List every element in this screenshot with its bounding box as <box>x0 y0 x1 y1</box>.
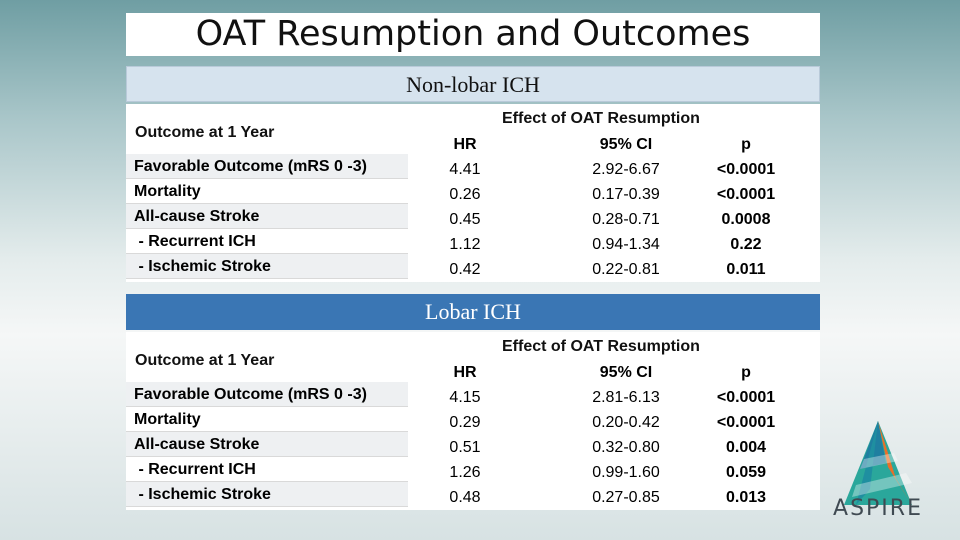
hr-value: 0.48 <box>449 489 481 506</box>
ci-column: 95% CI 2.81-6.13 0.20-0.42 0.32-0.80 0.9… <box>536 360 716 510</box>
hr-value: 0.42 <box>449 261 481 278</box>
outcome-label: All-cause Stroke <box>126 432 408 457</box>
aspire-logo-icon <box>844 421 912 505</box>
p-header: p <box>741 136 751 153</box>
results-table-lobar: Outcome at 1 Year Favorable Outcome (mRS… <box>126 332 820 510</box>
ci-value: 0.32-0.80 <box>592 439 660 456</box>
section-header-lobar: Lobar ICH <box>126 294 820 330</box>
ci-header: 95% CI <box>599 136 653 153</box>
hr-value: 0.29 <box>449 414 481 431</box>
p-value: <0.0001 <box>716 186 776 203</box>
hr-value: 1.12 <box>449 236 481 253</box>
effect-header: Effect of OAT Resumption <box>502 110 700 127</box>
outcome-label: Favorable Outcome (mRS 0 -3) <box>126 154 408 179</box>
outcome-label: - Ischemic Stroke <box>126 254 408 279</box>
p-value: <0.0001 <box>716 414 776 431</box>
hr-column: HR 4.15 0.29 0.51 1.26 0.48 <box>426 360 504 510</box>
ci-header: 95% CI <box>599 364 653 381</box>
ci-value: 2.92-6.67 <box>592 161 660 178</box>
hr-column: HR 4.41 0.26 0.45 1.12 0.42 <box>426 132 504 282</box>
p-value: <0.0001 <box>716 389 776 406</box>
hr-value: 0.26 <box>449 186 481 203</box>
ci-value: 0.28-0.71 <box>592 211 660 228</box>
logo-text: ASPIRE <box>833 496 923 521</box>
ci-column: 95% CI 2.92-6.67 0.17-0.39 0.28-0.71 0.9… <box>536 132 716 282</box>
ci-value: 0.17-0.39 <box>592 186 660 203</box>
p-value: 0.0008 <box>721 211 771 228</box>
outcome-label: Mortality <box>126 407 408 432</box>
p-value: 0.22 <box>730 236 762 253</box>
outcome-list: Favorable Outcome (mRS 0 -3) Mortality A… <box>126 382 408 507</box>
ci-value: 2.81-6.13 <box>592 389 660 406</box>
p-column: p <0.0001 <0.0001 0.004 0.059 0.013 <box>696 360 796 510</box>
p-header: p <box>741 364 751 381</box>
ci-value: 0.22-0.81 <box>592 261 660 278</box>
hr-value: 1.26 <box>449 464 481 481</box>
slide-title: OAT Resumption and Outcomes <box>126 13 820 56</box>
hr-header: HR <box>453 364 477 381</box>
p-value: 0.004 <box>725 439 767 456</box>
outcome-column-header: Outcome at 1 Year <box>135 124 275 141</box>
results-table-nonlobar: Outcome at 1 Year Favorable Outcome (mRS… <box>126 104 820 282</box>
hr-value: 0.45 <box>449 211 481 228</box>
p-value: 0.059 <box>725 464 767 481</box>
outcome-list: Favorable Outcome (mRS 0 -3) Mortality A… <box>126 154 408 279</box>
hr-header: HR <box>453 136 477 153</box>
section-header-nonlobar: Non-lobar ICH <box>126 66 820 102</box>
outcome-label: Mortality <box>126 179 408 204</box>
ci-value: 0.94-1.34 <box>592 236 660 253</box>
ci-value: 0.20-0.42 <box>592 414 660 431</box>
outcome-label: - Ischemic Stroke <box>126 482 408 507</box>
hr-value: 0.51 <box>449 439 481 456</box>
effect-header: Effect of OAT Resumption <box>502 338 700 355</box>
outcome-label: All-cause Stroke <box>126 204 408 229</box>
p-value: 0.011 <box>726 261 766 278</box>
ci-value: 0.99-1.60 <box>592 464 660 481</box>
ci-value: 0.27-0.85 <box>592 489 660 506</box>
outcome-column-header: Outcome at 1 Year <box>135 352 275 369</box>
outcome-label: - Recurrent ICH <box>126 457 408 482</box>
p-value: 0.013 <box>725 489 767 506</box>
p-column: p <0.0001 <0.0001 0.0008 0.22 0.011 <box>696 132 796 282</box>
p-value: <0.0001 <box>716 161 776 178</box>
outcome-label: - Recurrent ICH <box>126 229 408 254</box>
hr-value: 4.41 <box>449 161 481 178</box>
hr-value: 4.15 <box>449 389 481 406</box>
outcome-label: Favorable Outcome (mRS 0 -3) <box>126 382 408 407</box>
